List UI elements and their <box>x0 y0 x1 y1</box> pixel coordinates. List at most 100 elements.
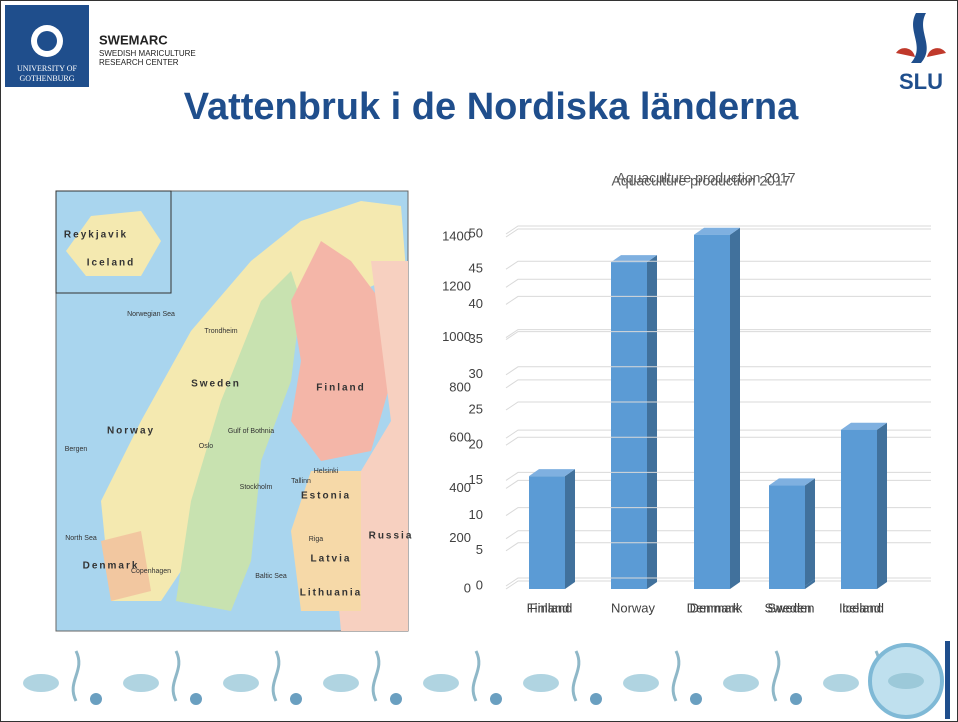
emblem-inner <box>37 31 57 51</box>
grid-line <box>505 260 931 270</box>
footer-fish <box>523 674 559 692</box>
footer-fish <box>423 674 459 692</box>
bar-side <box>565 578 575 589</box>
map-baltics <box>291 471 361 611</box>
map-label: Norwegian Sea <box>127 311 175 318</box>
grid-line <box>505 436 931 446</box>
bar <box>841 583 877 589</box>
bar <box>529 585 565 589</box>
footer-weed <box>171 650 181 702</box>
map-label: Stockholm <box>240 484 273 491</box>
y-tick-label: 800 <box>449 379 471 394</box>
y-tick-label: 200 <box>449 530 471 545</box>
x-tick-label: Sweden <box>765 600 812 615</box>
footer-fish <box>823 674 859 692</box>
map-norway <box>101 201 406 601</box>
bar-side <box>805 578 815 589</box>
grid-line <box>505 331 931 341</box>
grid-line <box>505 429 931 439</box>
bar-top <box>769 478 815 486</box>
bar <box>769 585 805 589</box>
map-label: Denmark <box>83 561 140 572</box>
footer-weed <box>671 650 681 702</box>
grid-line <box>505 228 931 238</box>
y-tick-label: 20 <box>469 437 483 452</box>
footer-weed <box>271 650 281 702</box>
footer-crab <box>590 693 602 705</box>
x-tick-label: Denmark <box>687 600 740 615</box>
footer-crab <box>390 693 402 705</box>
bar <box>694 234 730 587</box>
y-tick-label: 15 <box>469 472 483 487</box>
x-tick-label: Sweden <box>768 600 815 615</box>
x-tick-label: Iceland <box>839 600 881 615</box>
map-label: Bergen <box>65 446 88 453</box>
map-label: Lithuania <box>300 588 362 599</box>
footer-weed <box>371 650 381 702</box>
slu-leaf <box>927 48 946 57</box>
y-tick-label: 600 <box>449 430 471 445</box>
bar-top <box>529 469 575 477</box>
footer-crab <box>690 693 702 705</box>
grid-line <box>505 379 931 389</box>
map-label: Reykjavik <box>64 230 128 241</box>
bar <box>529 476 565 586</box>
footer-fish <box>223 674 259 692</box>
map-label: Finland <box>316 383 366 394</box>
grid-line <box>505 401 931 411</box>
university-city: GOTHENBURG <box>19 74 74 83</box>
y-tick-label: 45 <box>469 261 483 276</box>
y-tick-label: 40 <box>469 296 483 311</box>
footer-crab <box>90 693 102 705</box>
map-label: Estonia <box>301 491 351 502</box>
map-sweden <box>176 271 301 611</box>
bar-top <box>841 422 887 430</box>
map-label: Russia <box>369 531 414 542</box>
map-label: Copenhagen <box>131 568 171 575</box>
footer-crab <box>290 693 302 705</box>
y-tick-label: 35 <box>469 331 483 346</box>
y-tick-label: 30 <box>469 366 483 381</box>
map-label: Baltic Sea <box>255 573 287 580</box>
map-label: Oslo <box>199 443 214 450</box>
footer-fish <box>323 674 359 692</box>
map-label: Helsinki <box>314 468 339 475</box>
grid-line <box>505 225 931 235</box>
footer-plate-fish <box>888 673 924 689</box>
y-tick-label: 25 <box>469 401 483 416</box>
swemarc-name: SWEMARC <box>99 32 168 47</box>
map-label: Norway <box>107 426 155 437</box>
slu-mark <box>911 13 927 63</box>
footer-crab <box>490 693 502 705</box>
bar-side <box>647 255 657 589</box>
x-tick-label: Finland <box>530 600 573 615</box>
footer-weed <box>71 650 81 702</box>
bar-top <box>694 227 740 235</box>
bar <box>769 485 805 586</box>
footer-fish <box>623 674 659 692</box>
footer-fish <box>23 674 59 692</box>
map-label: Riga <box>309 536 324 543</box>
footer-weed <box>571 650 581 702</box>
footer-crab <box>790 693 802 705</box>
bar-top <box>611 255 657 263</box>
footer-fish <box>123 674 159 692</box>
map-label: Trondheim <box>204 328 237 335</box>
bar-side <box>565 469 575 586</box>
chart-title: Aquaculture production 2017 <box>611 173 790 189</box>
grid-line <box>505 366 931 376</box>
map-label: Tallinn <box>291 478 311 485</box>
slu-text: SLU <box>899 69 943 94</box>
map-denmark <box>101 531 151 601</box>
y-tick-label: 50 <box>469 225 483 240</box>
map-finland <box>291 241 391 461</box>
bar-side <box>805 478 815 586</box>
map-label: North Sea <box>65 535 97 542</box>
x-tick-label: Norway <box>611 600 656 615</box>
x-tick-label: Denmark <box>690 600 743 615</box>
y-tick-label: 10 <box>469 507 483 522</box>
grid-line <box>505 329 931 338</box>
x-tick-label: Iceland <box>842 600 884 615</box>
